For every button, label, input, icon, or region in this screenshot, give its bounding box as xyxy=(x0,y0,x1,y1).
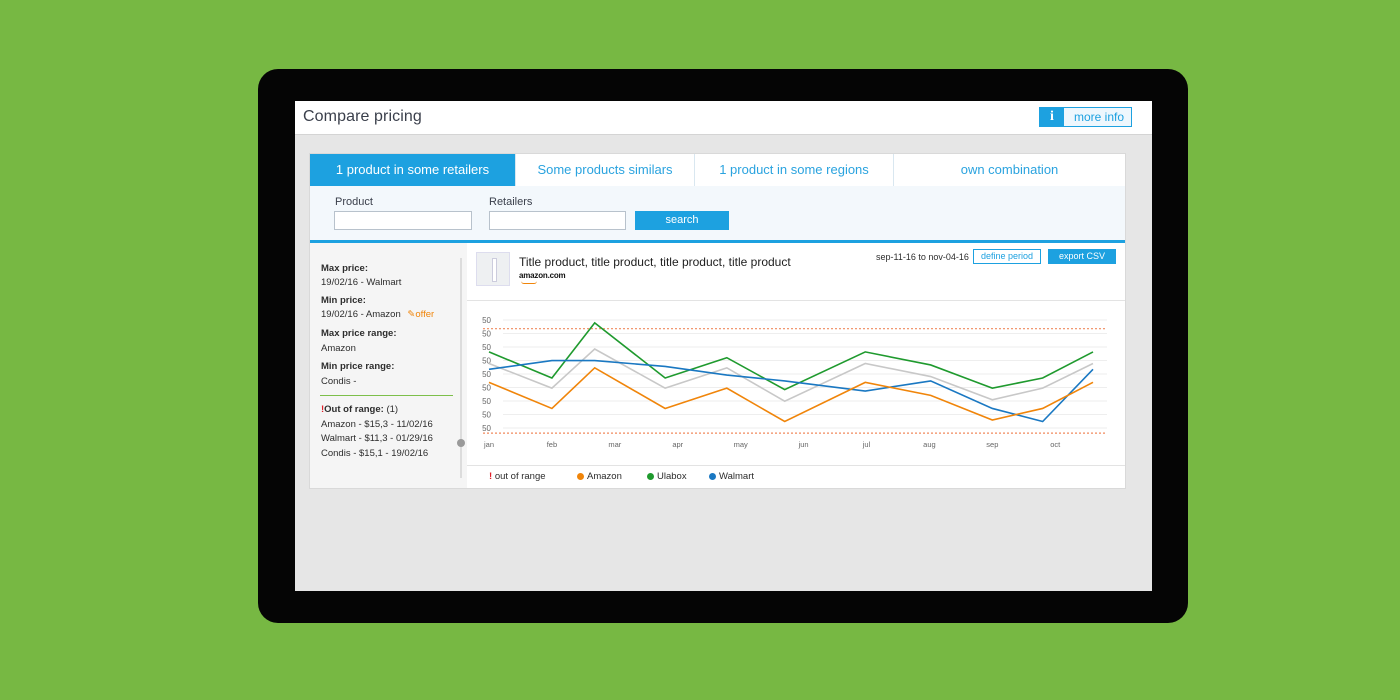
series-line-walmart xyxy=(488,359,1094,423)
out-of-range-item: Condis - $15,1 - 19/02/16 xyxy=(321,448,429,459)
y-tick-label: 50 xyxy=(482,424,491,433)
out-of-range-item: Walmart - $11,3 - 01/29/16 xyxy=(321,433,433,444)
comparison-card: 1 product in some retailers Some product… xyxy=(309,153,1126,489)
ulabox-dot-icon xyxy=(647,473,654,480)
y-tick-label: 50 xyxy=(482,330,491,339)
min-price-value: 19/02/16 - Amazon xyxy=(321,309,401,320)
min-range-value: Condis - xyxy=(321,376,357,387)
y-tick-label: 50 xyxy=(482,343,491,352)
product-thumbnail xyxy=(476,252,510,286)
x-tick-label: aug xyxy=(923,440,936,449)
product-header: Title product, title product, title prod… xyxy=(467,243,1125,301)
app-screen: Compare pricing i more info 1 product in… xyxy=(295,101,1152,591)
min-price-row: 19/02/16 - Amazon ✎offer xyxy=(321,309,434,320)
product-title: Title product, title product, title prod… xyxy=(519,255,791,269)
series-line-amazon xyxy=(488,366,1094,423)
max-range-value: Amazon xyxy=(321,343,356,354)
out-of-range-mark: ! xyxy=(321,404,325,415)
max-price-value: 19/02/16 - Walmart xyxy=(321,277,402,288)
scrollbar-thumb[interactable] xyxy=(457,439,465,447)
x-tick-label: jan xyxy=(483,440,494,449)
x-tick-label: feb xyxy=(547,440,557,449)
series-line-average xyxy=(488,348,1094,403)
export-csv-button[interactable]: export CSV xyxy=(1048,249,1116,264)
x-tick-label: may xyxy=(734,440,748,449)
tab-own-combination[interactable]: own combination xyxy=(894,154,1125,186)
app-header: Compare pricing i more info xyxy=(295,101,1152,135)
retailers-select[interactable] xyxy=(489,211,626,230)
chart-legend: ! out of range Amazon Ulabox Walmart xyxy=(467,465,1125,489)
out-of-range-label: Out of range: xyxy=(324,404,384,415)
search-button[interactable]: search xyxy=(635,211,729,230)
more-info-button[interactable]: i more info xyxy=(1039,107,1132,127)
max-range-label: Max price range: xyxy=(321,328,397,339)
legend-ulabox: Ulabox xyxy=(647,471,687,482)
product-label: Product xyxy=(335,196,373,208)
legend-amazon-label: Amazon xyxy=(587,471,622,482)
legend-walmart: Walmart xyxy=(709,471,754,482)
x-tick-label: apr xyxy=(672,440,683,449)
page-title: Compare pricing xyxy=(303,108,422,125)
define-period-button[interactable]: define period xyxy=(973,249,1041,264)
x-tick-label: oct xyxy=(1050,440,1061,449)
more-info-label: more info xyxy=(1074,110,1125,124)
out-of-range-heading: !Out of range: (1) xyxy=(321,404,398,415)
offer-label: offer xyxy=(415,309,435,320)
x-tick-label: jul xyxy=(862,440,871,449)
tab-product-retailers[interactable]: 1 product in some retailers xyxy=(310,154,516,186)
product-search-input[interactable] xyxy=(334,211,472,230)
y-tick-label: 50 xyxy=(482,397,491,406)
legend-amazon: Amazon xyxy=(577,471,622,482)
x-tick-label: mar xyxy=(608,440,621,449)
retailers-label: Retailers xyxy=(489,196,533,208)
tab-similar-products[interactable]: Some products similars xyxy=(516,154,695,186)
x-tick-label: jun xyxy=(798,440,809,449)
offer-badge: ✎offer xyxy=(407,309,434,320)
filter-bar: Product Retailers search xyxy=(310,186,1125,243)
tab-product-regions[interactable]: 1 product in some regions xyxy=(695,154,894,186)
vertical-scrollbar[interactable] xyxy=(460,258,462,478)
y-tick-label: 50 xyxy=(482,316,491,325)
legend-out-of-range-label: out of range xyxy=(494,471,546,482)
summary-divider xyxy=(320,395,453,396)
min-range-label: Min price range: xyxy=(321,361,395,372)
walmart-dot-icon xyxy=(709,473,716,480)
legend-out-of-range: ! out of range xyxy=(489,471,546,482)
series-line-ulabox xyxy=(488,321,1094,391)
tag-icon: ✎ xyxy=(407,309,416,320)
amazon-dot-icon xyxy=(577,473,584,480)
max-price-label: Max price: xyxy=(321,263,368,274)
x-tick-label: sep xyxy=(986,440,998,449)
y-tick-label: 50 xyxy=(482,357,491,366)
y-tick-label: 50 xyxy=(482,411,491,420)
period-range: sep-11-16 to nov-04-16 xyxy=(876,252,969,262)
info-icon: i xyxy=(1040,108,1064,126)
out-of-range-count: (1) xyxy=(386,404,399,415)
legend-ulabox-label: Ulabox xyxy=(657,471,687,482)
y-tick-label: 50 xyxy=(482,384,491,393)
out-of-range-item: Amazon - $15,3 - 11/02/16 xyxy=(321,419,433,430)
mode-tabs: 1 product in some retailers Some product… xyxy=(310,154,1125,186)
legend-walmart-label: Walmart xyxy=(719,471,755,482)
retailer-logo: amazon.com xyxy=(519,271,566,284)
price-chart: 50 50 50 50 50 50 50 50 50 jan feb mar apr may jun jul a… xyxy=(482,316,1107,449)
y-tick-label: 50 xyxy=(482,370,491,379)
min-price-label: Min price: xyxy=(321,295,366,306)
summary-panel: Max price: 19/02/16 - Walmart Min price:… xyxy=(310,243,467,488)
legend-out-of-range-mark: ! xyxy=(489,471,493,482)
